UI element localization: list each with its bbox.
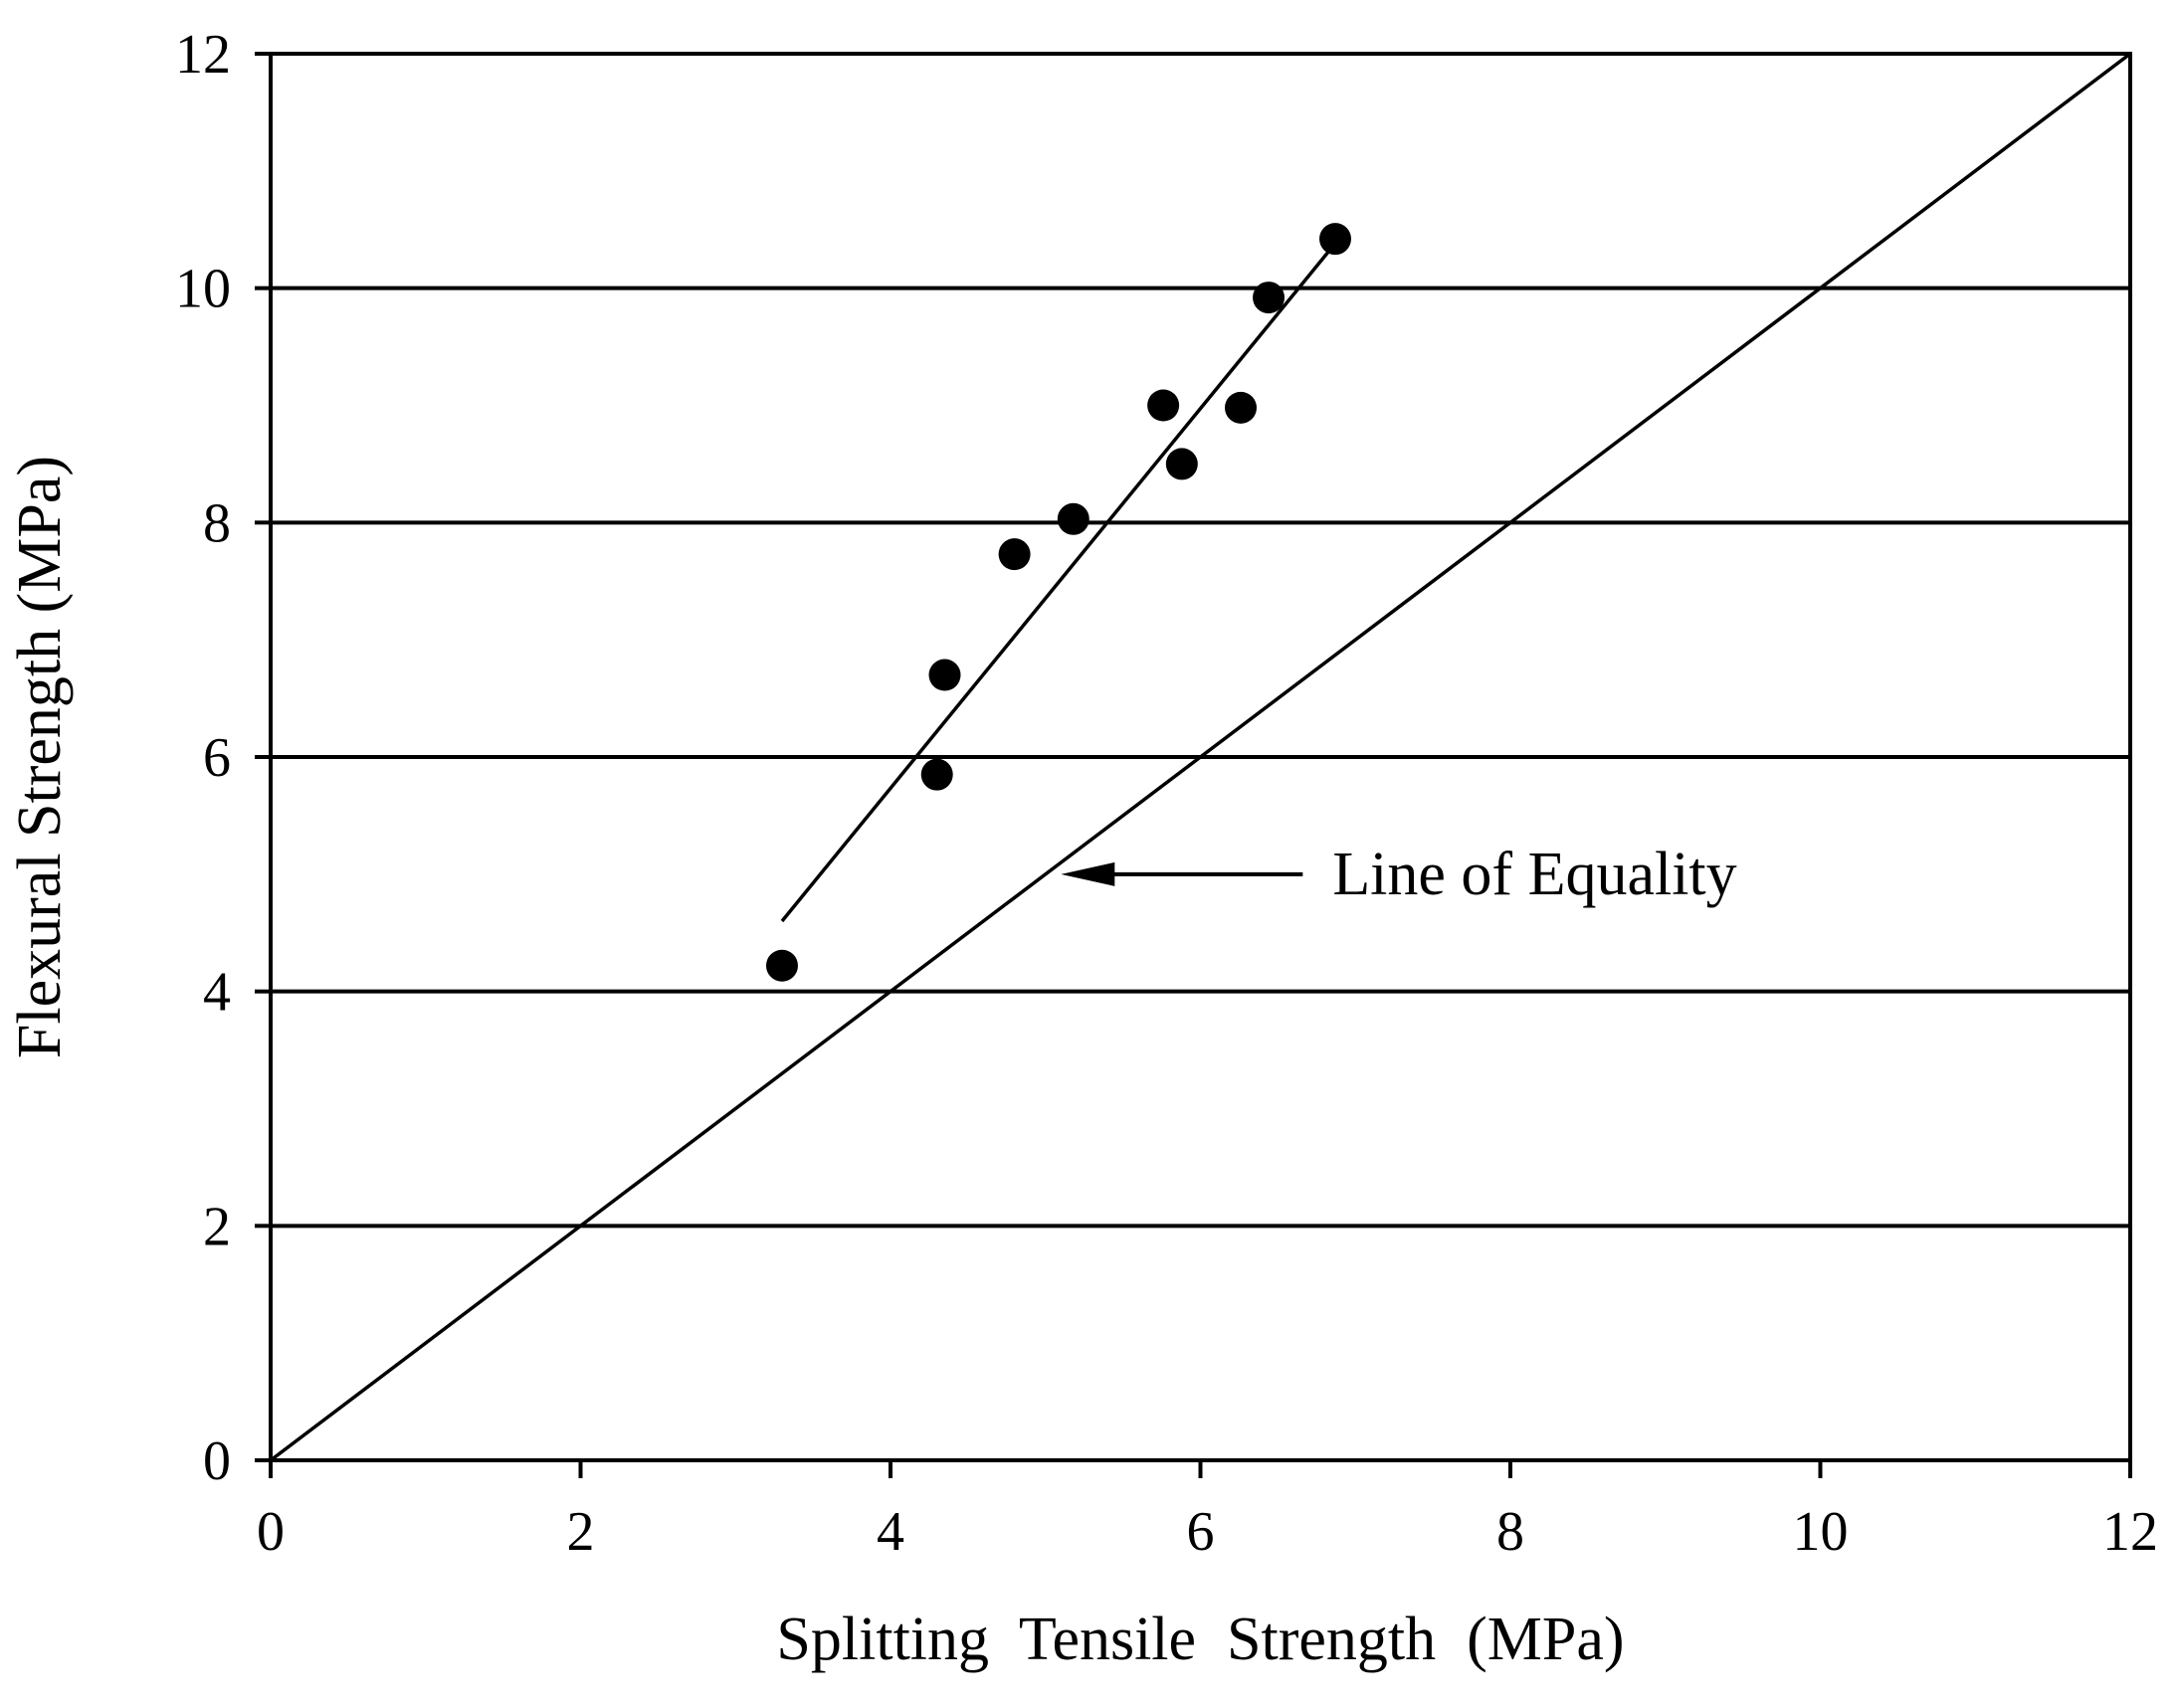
x-tick-label-8: 8 xyxy=(1496,1501,1524,1563)
y-tick-label-6: 6 xyxy=(203,727,231,789)
y-tick-label-8: 8 xyxy=(203,492,231,554)
y-tick-label-4: 4 xyxy=(203,962,231,1024)
data-point-9 xyxy=(1253,282,1286,314)
x-tick-label-10: 10 xyxy=(1793,1501,1849,1563)
line-layer xyxy=(269,52,2132,1462)
x-tick-label-12: 12 xyxy=(2102,1501,2158,1563)
y-tick-label-2: 2 xyxy=(203,1196,231,1257)
data-point-1 xyxy=(765,949,798,982)
line-of-equality xyxy=(269,52,2132,1462)
data-point-10 xyxy=(1319,223,1352,256)
annotation-line-of-equality: Line of Equality xyxy=(1332,841,1736,908)
y-tick-label-0: 0 xyxy=(203,1430,231,1492)
x-tick-label-4: 4 xyxy=(877,1501,904,1563)
fit-line xyxy=(780,246,1334,923)
tick-layer: 0 2 4 6 8 10 12 0 2 4 6 8 10 12 xyxy=(175,24,2158,1563)
y-axis-title: Flexural Strength (MPa) xyxy=(6,456,74,1058)
x-tick-label-2: 2 xyxy=(567,1501,595,1563)
data-point-2 xyxy=(920,758,953,791)
x-tick-label-0: 0 xyxy=(257,1501,285,1563)
data-point-8 xyxy=(1224,391,1257,424)
y-tick-label-10: 10 xyxy=(175,259,231,320)
y-tick-label-12: 12 xyxy=(175,24,231,86)
annotation-arrowhead xyxy=(1061,861,1115,886)
x-tick-label-6: 6 xyxy=(1187,1501,1215,1563)
point-layer xyxy=(765,223,1352,982)
x-axis-title: Splitting Tensile Strength (MPa) xyxy=(776,1606,1624,1673)
annotation-layer: Line of Equality xyxy=(1061,841,1737,908)
data-point-4 xyxy=(998,538,1031,571)
data-point-5 xyxy=(1057,502,1090,535)
data-point-6 xyxy=(1147,389,1180,422)
data-point-7 xyxy=(1165,448,1198,480)
data-point-3 xyxy=(928,659,961,691)
